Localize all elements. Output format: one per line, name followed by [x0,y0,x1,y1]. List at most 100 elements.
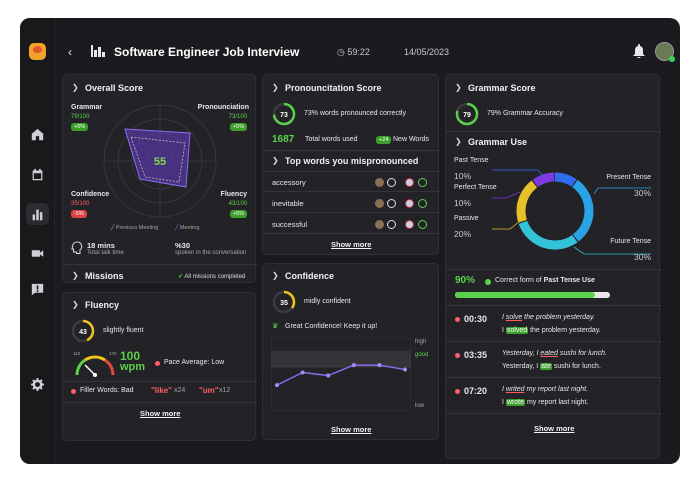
grammar-label: Grammar [71,104,103,111]
wrong-sentence: I solve the problem yesterday. [502,314,595,321]
corrected-sentence: I wrote my report last night. [502,399,589,406]
chevron-right-icon[interactable]: ❯ [72,300,79,309]
divider [446,131,661,132]
play-icon[interactable] [387,178,396,187]
donut-label: Future Tense [610,238,651,245]
spoken-percent-label: spoken in the conversation [175,250,247,256]
grammar-card: ❯ Grammar Score 79 79% Grammar Accuracy … [445,74,661,459]
divider [263,212,440,213]
bell-icon[interactable] [633,44,645,58]
status-dot [455,317,460,322]
timestamp: 07:20 [464,386,488,396]
y-label-low: low [415,403,425,409]
donut-label: Perfect Tense [454,184,497,191]
gauge-max: 170 [109,351,117,356]
logo-icon [29,43,46,60]
home-icon[interactable] [26,123,49,145]
play-icon[interactable] [387,199,396,208]
new-words-label: New Words [393,136,430,143]
card-title: Fluency [85,300,120,310]
filler-label: Filler Words: Bad [80,387,134,394]
user-avatar-icon [375,199,384,208]
divider [446,269,661,270]
donut-segment [516,172,594,250]
donut-label: Present Tense [606,174,651,181]
filler-word-1: "like" [151,386,172,395]
timestamp: 03:35 [464,350,488,360]
donut-value: 30% [633,252,651,262]
chevron-right-icon[interactable]: ❯ [72,83,79,92]
corrected-sentence: Yesterday, I ate sushi for lunch. [502,363,601,370]
filler-count-1: x24 [174,387,186,394]
chevron-right-icon[interactable]: ❯ [455,83,462,92]
stats-icon[interactable] [26,203,49,225]
fluency-label: Fluency [220,191,247,198]
status-dot [71,389,76,394]
divider [63,402,257,403]
card-title: Grammar Score [468,83,536,93]
avatar[interactable] [655,42,675,62]
grammar-delta: +5% [71,123,89,131]
show-more-link[interactable]: Show more [140,409,181,418]
wpm-value: 100 [120,349,141,363]
spoken-percent-value: %30 [175,241,191,250]
donut-value: 10% [454,198,472,208]
pronunciation-card: ❯ Pronouncitation Score 73 73% words pro… [262,74,440,255]
show-more-link[interactable]: Show more [331,240,372,249]
status-dot [155,361,160,366]
confidence-delta: -5% [71,210,87,218]
card-title: Confidence [285,271,335,281]
confidence-tip: Great Confidence! Keep it up! [285,323,378,330]
fluency-desc: slightly fluent [103,327,144,334]
missions-title: Missions [85,271,124,281]
confidence-desc: midly confident [304,298,351,305]
divider [446,413,661,414]
show-more-link[interactable]: Show more [534,424,575,433]
fluency-delta: +5% [229,210,247,218]
legend-previous: ╱ Previous Meeting [111,225,159,231]
pronunciation-score-ring: 73 [272,102,296,126]
grammar-value: 79/100 [71,114,90,120]
chevron-right-icon[interactable]: ❯ [72,271,79,280]
user-avatar-icon [375,178,384,187]
pron-label: Pronounciation [197,104,249,111]
timestamp: 00:30 [464,314,488,324]
back-icon[interactable]: ‹ [68,45,72,59]
donut-segment [516,172,594,250]
section-title: Top words you mispronounced [285,156,419,166]
pron-delta: +5% [229,123,247,131]
grammar-desc: 79% Grammar Accuracy [487,110,563,117]
chevron-right-icon[interactable]: ❯ [272,271,279,280]
crown-icon: ♛ [272,323,279,330]
page-title: Software Engineer Job Interview [114,45,300,59]
new-words-count: +24 [376,136,392,144]
pronunciation-desc: 73% words pronounced correctly [304,110,406,117]
play-icon[interactable] [418,178,427,187]
overall-score-value: 55 [154,156,166,168]
confidence-point [351,363,356,368]
status-dot [485,279,491,285]
correct-progress-fill [455,292,595,298]
status-dot [455,353,460,358]
fluency-value: 43/100 [228,201,247,207]
divider [263,191,440,192]
chevron-right-icon[interactable]: ❯ [455,137,462,146]
divider [446,305,661,306]
status-dot [455,389,460,394]
chevron-right-icon[interactable]: ❯ [272,83,279,92]
show-more-link[interactable]: Show more [331,425,372,434]
y-label-high: high [415,339,427,345]
play-icon[interactable] [387,220,396,229]
donut-value: 10% [454,171,472,181]
video-icon[interactable] [26,242,49,264]
feedback-icon[interactable] [26,278,49,300]
svg-text:73: 73 [280,112,288,119]
calendar-icon[interactable] [26,163,49,185]
settings-icon[interactable] [26,373,49,395]
chevron-right-icon[interactable]: ❯ [272,156,279,165]
confidence-point [377,363,382,368]
play-icon[interactable] [418,199,427,208]
correct-percent: 90% [455,275,476,286]
play-icon[interactable] [418,220,427,229]
mispronounced-word: inevitable [272,199,304,208]
